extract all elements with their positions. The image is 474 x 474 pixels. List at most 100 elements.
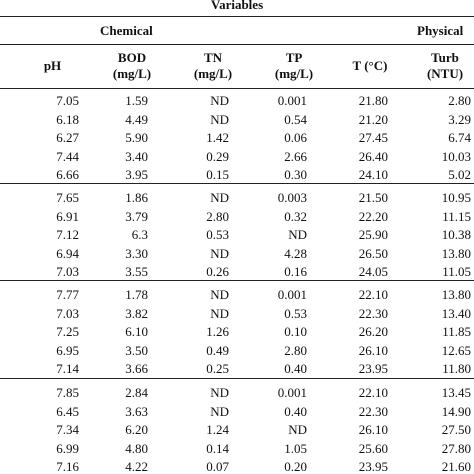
cell-tn: ND <box>210 403 229 419</box>
cell-ph: 7.05 <box>56 93 79 108</box>
cell-ph: 6.95 <box>56 342 79 358</box>
cell-bod: 1.86 <box>125 190 148 205</box>
column-header-ph: pH <box>25 58 80 74</box>
cell-tp: 0.53 <box>284 305 307 321</box>
cell-tp: 0.001 <box>277 287 307 302</box>
cell-bod: 5.90 <box>125 130 148 145</box>
cell-tn: 1.24 <box>206 422 229 437</box>
cell-tp: 0.10 <box>284 324 307 339</box>
cell-tp: 0.001 <box>277 385 307 400</box>
cell-tp: 0.40 <box>284 361 307 376</box>
cell-bod: 3.95 <box>125 167 148 182</box>
cell-ph: 7.12 <box>56 227 79 242</box>
cell-tn: ND <box>210 305 229 321</box>
block-rule <box>0 378 474 379</box>
column-header-line: Turb <box>431 50 459 65</box>
column-header-line: TP <box>285 50 303 65</box>
column-header-temperature: T (°C) <box>330 58 410 74</box>
cell-tn: 0.53 <box>206 227 229 242</box>
cell-turbidity: 10.95 <box>441 190 471 205</box>
cell-bod: 3.66 <box>125 361 148 376</box>
cell-tp: 4.28 <box>284 245 307 261</box>
group-header-physical: Physical <box>417 23 464 38</box>
cell-bod: 3.63 <box>125 403 148 419</box>
cell-tn: ND <box>210 111 229 127</box>
cell-tp: 2.80 <box>284 342 307 358</box>
cell-temperature: 22.10 <box>358 287 388 302</box>
cell-bod: 4.49 <box>125 111 148 127</box>
cell-temperature: 25.60 <box>358 440 388 456</box>
cell-temperature: 22.30 <box>358 305 388 321</box>
column-header-unit: (mg/L) <box>193 66 233 81</box>
cell-temperature: 24.05 <box>358 264 388 279</box>
cell-turbidity: 13.40 <box>441 305 471 321</box>
cell-bod: 3.55 <box>125 264 148 279</box>
cell-temperature: 26.10 <box>358 422 388 437</box>
cell-tp: ND <box>288 422 307 437</box>
cell-tn: 1.26 <box>206 324 229 339</box>
top-rule <box>0 16 474 17</box>
cell-turbidity: 13.80 <box>441 245 471 261</box>
cell-tn: 2.80 <box>206 208 229 224</box>
cell-tn: 0.14 <box>206 440 229 456</box>
cell-tn: 0.15 <box>206 167 229 182</box>
cell-tp: 0.40 <box>284 403 307 419</box>
cell-tp: 0.32 <box>284 208 307 224</box>
table-title: Variables <box>210 0 264 12</box>
cell-turbidity: 10.03 <box>441 148 471 164</box>
cell-tn: ND <box>210 287 229 302</box>
cell-ph: 6.18 <box>56 111 79 127</box>
cell-turbidity: 11.85 <box>442 324 471 339</box>
cell-temperature: 22.30 <box>358 403 388 419</box>
cell-tp: 0.30 <box>284 167 307 182</box>
cell-tp: 1.05 <box>284 440 307 456</box>
column-header-unit: (mg/L) <box>112 66 152 81</box>
cell-ph: 6.27 <box>56 130 79 145</box>
column-header-line: pH <box>43 58 62 73</box>
cell-tp: 2.66 <box>284 148 307 164</box>
cell-temperature: 21.20 <box>358 111 388 127</box>
column-header-tn: TN (mg/L) <box>173 50 253 82</box>
cell-temperature: 26.10 <box>358 342 388 358</box>
column-header-line: TN <box>203 50 223 65</box>
group-header-chemical: Chemical <box>100 23 153 38</box>
cell-ph: 7.77 <box>56 287 79 302</box>
cell-turbidity: 13.80 <box>441 287 471 302</box>
cell-tn: ND <box>210 190 229 205</box>
cell-tn: 0.29 <box>206 148 229 164</box>
block-rule <box>0 183 474 184</box>
cell-tp: 0.16 <box>284 264 307 279</box>
header-rule <box>0 88 474 89</box>
column-header-line: T (°C) <box>352 58 388 73</box>
cell-tp: 0.003 <box>277 190 307 205</box>
cell-ph: 6.94 <box>56 245 79 261</box>
cell-ph: 7.44 <box>56 148 79 164</box>
cell-ph: 7.03 <box>56 305 79 321</box>
cell-temperature: 26.50 <box>358 245 388 261</box>
cell-tp: ND <box>288 227 307 242</box>
cell-tn: 0.25 <box>206 361 229 376</box>
cell-bod: 6.20 <box>125 422 148 437</box>
cell-ph: 6.91 <box>56 208 79 224</box>
cell-turbidity: 14.90 <box>441 403 471 419</box>
cell-turbidity: 27.50 <box>441 422 471 437</box>
cell-turbidity: 27.80 <box>441 440 471 456</box>
cell-bod: 3.82 <box>125 305 148 321</box>
column-header-unit: (mg/L) <box>274 66 314 81</box>
cell-tp: 0.06 <box>284 130 307 145</box>
cell-temperature: 26.40 <box>358 148 388 164</box>
cell-tn: ND <box>210 385 229 400</box>
cell-tn: 0.49 <box>206 342 229 358</box>
cell-ph: 6.45 <box>56 403 79 419</box>
cell-turbidity: 11.05 <box>442 264 471 279</box>
cell-turbidity: 11.80 <box>442 361 471 376</box>
cell-temperature: 26.20 <box>358 324 388 339</box>
cell-turbidity: 13.45 <box>441 385 471 400</box>
cell-bod: 4.80 <box>125 440 148 456</box>
cell-turbidity: 10.38 <box>441 227 471 242</box>
cell-bod: 1.59 <box>125 93 148 108</box>
cell-turbidity: 6.74 <box>448 130 471 145</box>
cell-temperature: 24.10 <box>358 167 388 182</box>
cell-tp: 0.001 <box>277 93 307 108</box>
